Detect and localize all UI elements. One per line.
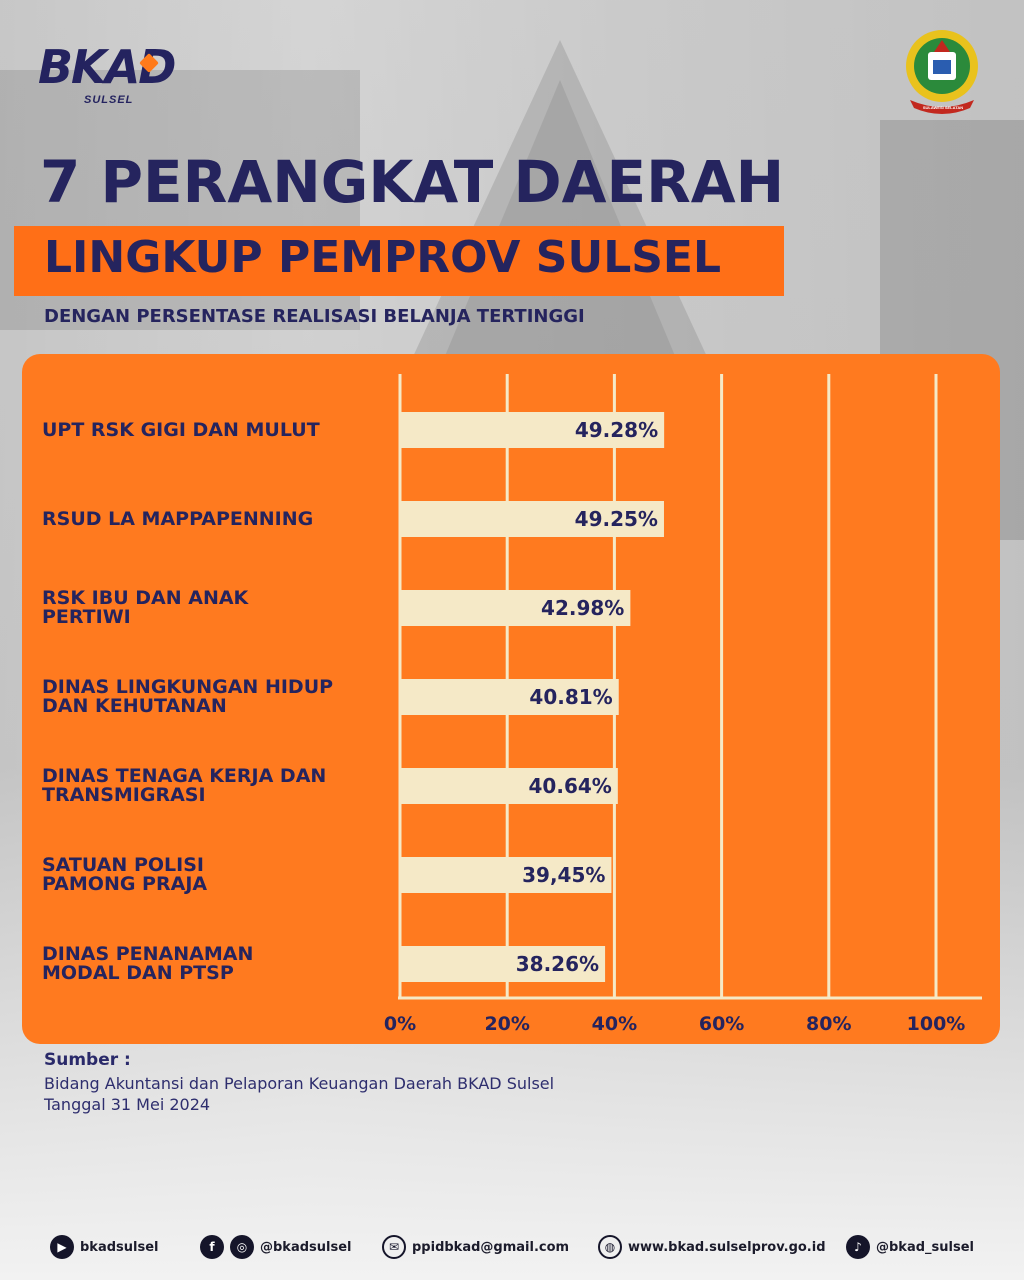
bar [400, 679, 619, 715]
category-label-line: RSUD LA MAPPAPENNING [42, 507, 314, 530]
bar [400, 501, 664, 537]
page-title: 7 PERANGKAT DAERAH [40, 148, 785, 216]
title-band: LINGKUP PEMPROV SULSEL [14, 226, 784, 296]
footer-youtube-text: bkadsulsel [80, 1239, 159, 1255]
bar-value-label: 49.28% [575, 418, 658, 442]
x-tick-label: 0% [384, 1013, 416, 1035]
x-tick-label: 40% [592, 1013, 637, 1035]
category-label-line: MODAL DAN PTSP [42, 962, 234, 984]
bar-value-label: 40.64% [529, 774, 612, 798]
bar [400, 857, 612, 893]
category-label: RSK IBU DAN ANAK PERTIWI [42, 589, 382, 627]
bar [400, 412, 665, 448]
footer-web-text: www.bkad.sulselprov.go.id [628, 1239, 826, 1255]
footer-web[interactable]: ◍ www.bkad.sulselprov.go.id [598, 1234, 826, 1260]
category-label: DINAS PENANAMAN MODAL DAN PTSP [42, 945, 382, 983]
footer-email-text: ppidbkad@gmail.com [412, 1239, 570, 1255]
bar-value-label: 42.98% [541, 596, 624, 620]
bar-value-label: 38.26% [516, 952, 599, 976]
category-label-line: PERTIWI [42, 606, 131, 628]
source-heading: Sumber : [44, 1050, 131, 1070]
bar [400, 768, 618, 804]
category-label: DINAS TENAGA KERJA DAN TRANSMIGRASI [42, 767, 382, 805]
category-label-line: PAMONG PRAJA [42, 873, 208, 895]
instagram-icon: ◎ [230, 1235, 254, 1259]
x-tick-label: 100% [907, 1013, 966, 1035]
footer-email[interactable]: ✉ ppidbkad@gmail.com [382, 1234, 569, 1260]
sulsel-emblem: SULAWESI SELATAN [900, 22, 984, 118]
page-title-highlight: LINGKUP PEMPROV SULSEL [44, 232, 722, 283]
category-label: RSUD LA MAPPAPENNING [42, 507, 382, 530]
bar [400, 946, 606, 982]
category-label: SATUAN POLISI PAMONG PRAJA [42, 856, 382, 894]
category-label-line: DINAS PENANAMAN [42, 943, 254, 965]
globe-icon: ◍ [598, 1235, 622, 1259]
category-label-line: DINAS LINGKUNGAN HIDUP [42, 676, 334, 698]
category-label-line: SATUAN POLISI [42, 854, 204, 876]
category-label-line: TRANSMIGRASI [42, 784, 206, 806]
bar-value-label: 49.25% [575, 507, 658, 531]
page-subtitle: DENGAN PERSENTASE REALISASI BELANJA TERT… [44, 306, 585, 327]
bar [400, 590, 631, 626]
footer-youtube[interactable]: ▶ bkadsulsel [50, 1234, 159, 1260]
chart-panel: 0% 20% 40% 60% 80% 100% 49.28% 49.25% 42.98% 40.8… [22, 354, 1000, 1044]
youtube-icon: ▶ [50, 1235, 74, 1259]
category-label-line: DINAS TENAGA KERJA DAN [42, 765, 327, 787]
category-label-line: UPT RSK GIGI DAN MULUT [42, 418, 320, 441]
bkad-logo: BKAD SULSEL [38, 40, 188, 120]
emblem-label: SULAWESI SELATAN [922, 105, 964, 110]
tiktok-icon: ♪ [846, 1235, 870, 1259]
bkad-logo-mark: BKAD [38, 40, 177, 94]
facebook-icon: f [200, 1235, 224, 1259]
category-label: DINAS LINGKUNGAN HIDUP DAN KEHUTANAN [42, 678, 382, 716]
x-tick-label: 20% [484, 1013, 529, 1035]
bar-value-label: 39,45% [522, 863, 605, 887]
source-block: Sumber : Bidang Akuntansi dan Pelaporan … [44, 1050, 554, 1114]
x-tick-label: 60% [699, 1013, 744, 1035]
bar-chart: 0% 20% 40% 60% 80% 100% 49.28% 49.25% 42.98% 40.8… [384, 374, 982, 1035]
footer-social[interactable]: f ◎ @bkadsulsel [200, 1234, 352, 1260]
category-label: UPT RSK GIGI DAN MULUT [42, 418, 382, 441]
source-line-1: Bidang Akuntansi dan Pelaporan Keuangan … [44, 1074, 555, 1093]
x-tick-label: 80% [806, 1013, 851, 1035]
bar-value-label: 40.81% [529, 685, 612, 709]
footer-tiktok-text: @bkad_sulsel [876, 1239, 974, 1255]
footer-social-text: @bkadsulsel [260, 1239, 352, 1255]
footer-tiktok[interactable]: ♪ @bkad_sulsel [846, 1234, 974, 1260]
source-line-2: Tanggal 31 Mei 2024 [44, 1095, 211, 1114]
category-label-line: DAN KEHUTANAN [42, 695, 227, 717]
footer: ▶ bkadsulsel f ◎ @bkadsulsel ✉ ppidbkad@… [0, 1224, 1024, 1268]
mail-icon: ✉ [382, 1235, 406, 1259]
category-label-line: RSK IBU DAN ANAK [42, 587, 249, 609]
bkad-logo-sub: SULSEL [84, 94, 134, 106]
